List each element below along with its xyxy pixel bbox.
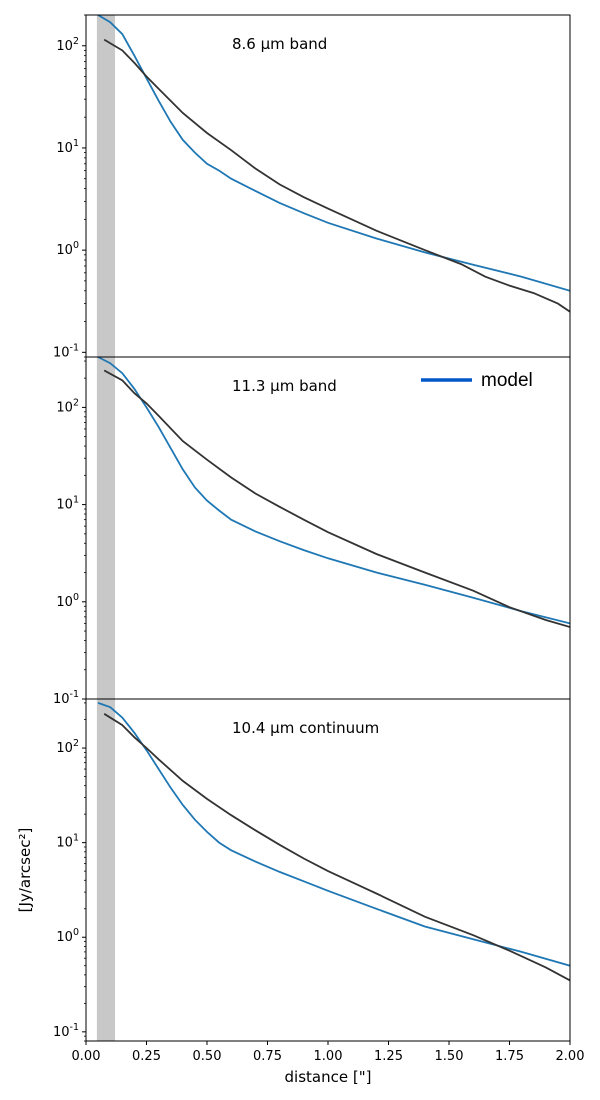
x-tick-label: 0.00	[72, 1049, 101, 1064]
panel-2: 10-1 100 101 102 11.3 μm band model	[53, 356, 571, 707]
y-tick-label: 101	[56, 833, 79, 851]
y-tick-label: 10-1	[53, 1022, 79, 1040]
y-tick-label: 100	[56, 592, 79, 610]
series-line-blue	[97, 702, 570, 967]
shaded-band	[96, 15, 116, 357]
x-tick-label: 1.25	[374, 1049, 403, 1064]
panel-3: 10-1 100 101 102 10.4 μm continuum 0.00 0.25 0.…	[53, 698, 585, 1086]
series-line-dark	[103, 38, 570, 313]
x-tick-label: 1.00	[314, 1049, 343, 1064]
series-line-dark	[103, 369, 570, 628]
y-axis-label: [Jy/arcsec²]	[16, 828, 34, 913]
x-tick-label: 0.50	[193, 1049, 222, 1064]
y-tick-label: 101	[56, 138, 79, 156]
legend-label: model	[481, 370, 533, 391]
x-tick-label: 0.75	[253, 1049, 282, 1064]
y-tick-label: 102	[56, 738, 79, 756]
y-tick-label: 101	[56, 495, 79, 513]
y-tick-label: 10-1	[53, 342, 79, 360]
y-tick-label: 100	[56, 927, 79, 945]
axes-frame	[85, 14, 571, 358]
shaded-band	[96, 699, 116, 1041]
shaded-band	[96, 357, 116, 699]
y-tick-label: 102	[56, 397, 79, 415]
panel-annotation: 10.4 μm continuum	[232, 719, 379, 737]
series-line-blue	[97, 15, 570, 292]
x-tick-label: 1.75	[495, 1049, 524, 1064]
y-tick-label: 10-1	[53, 689, 79, 707]
series-line-dark	[103, 713, 570, 982]
y-tick-label: 100	[56, 240, 79, 258]
x-axis-label: distance ["]	[285, 1068, 372, 1086]
legend: model	[421, 370, 533, 391]
panels: 10-1 100 101 102 8.6 μm band 10-1 100 101 102 11.…	[53, 14, 585, 1086]
panel-annotation: 11.3 μm band	[232, 377, 337, 395]
axes-frame	[85, 698, 571, 1042]
x-tick-label: 1.50	[435, 1049, 464, 1064]
panel-annotation: 8.6 μm band	[232, 35, 327, 53]
y-tick-label: 102	[56, 36, 79, 54]
panel-1: 10-1 100 101 102 8.6 μm band	[53, 14, 571, 360]
axes-frame	[85, 356, 571, 700]
x-tick-label: 2.00	[556, 1049, 585, 1064]
x-tick-label: 0.25	[132, 1049, 161, 1064]
series-line-blue	[97, 356, 570, 625]
